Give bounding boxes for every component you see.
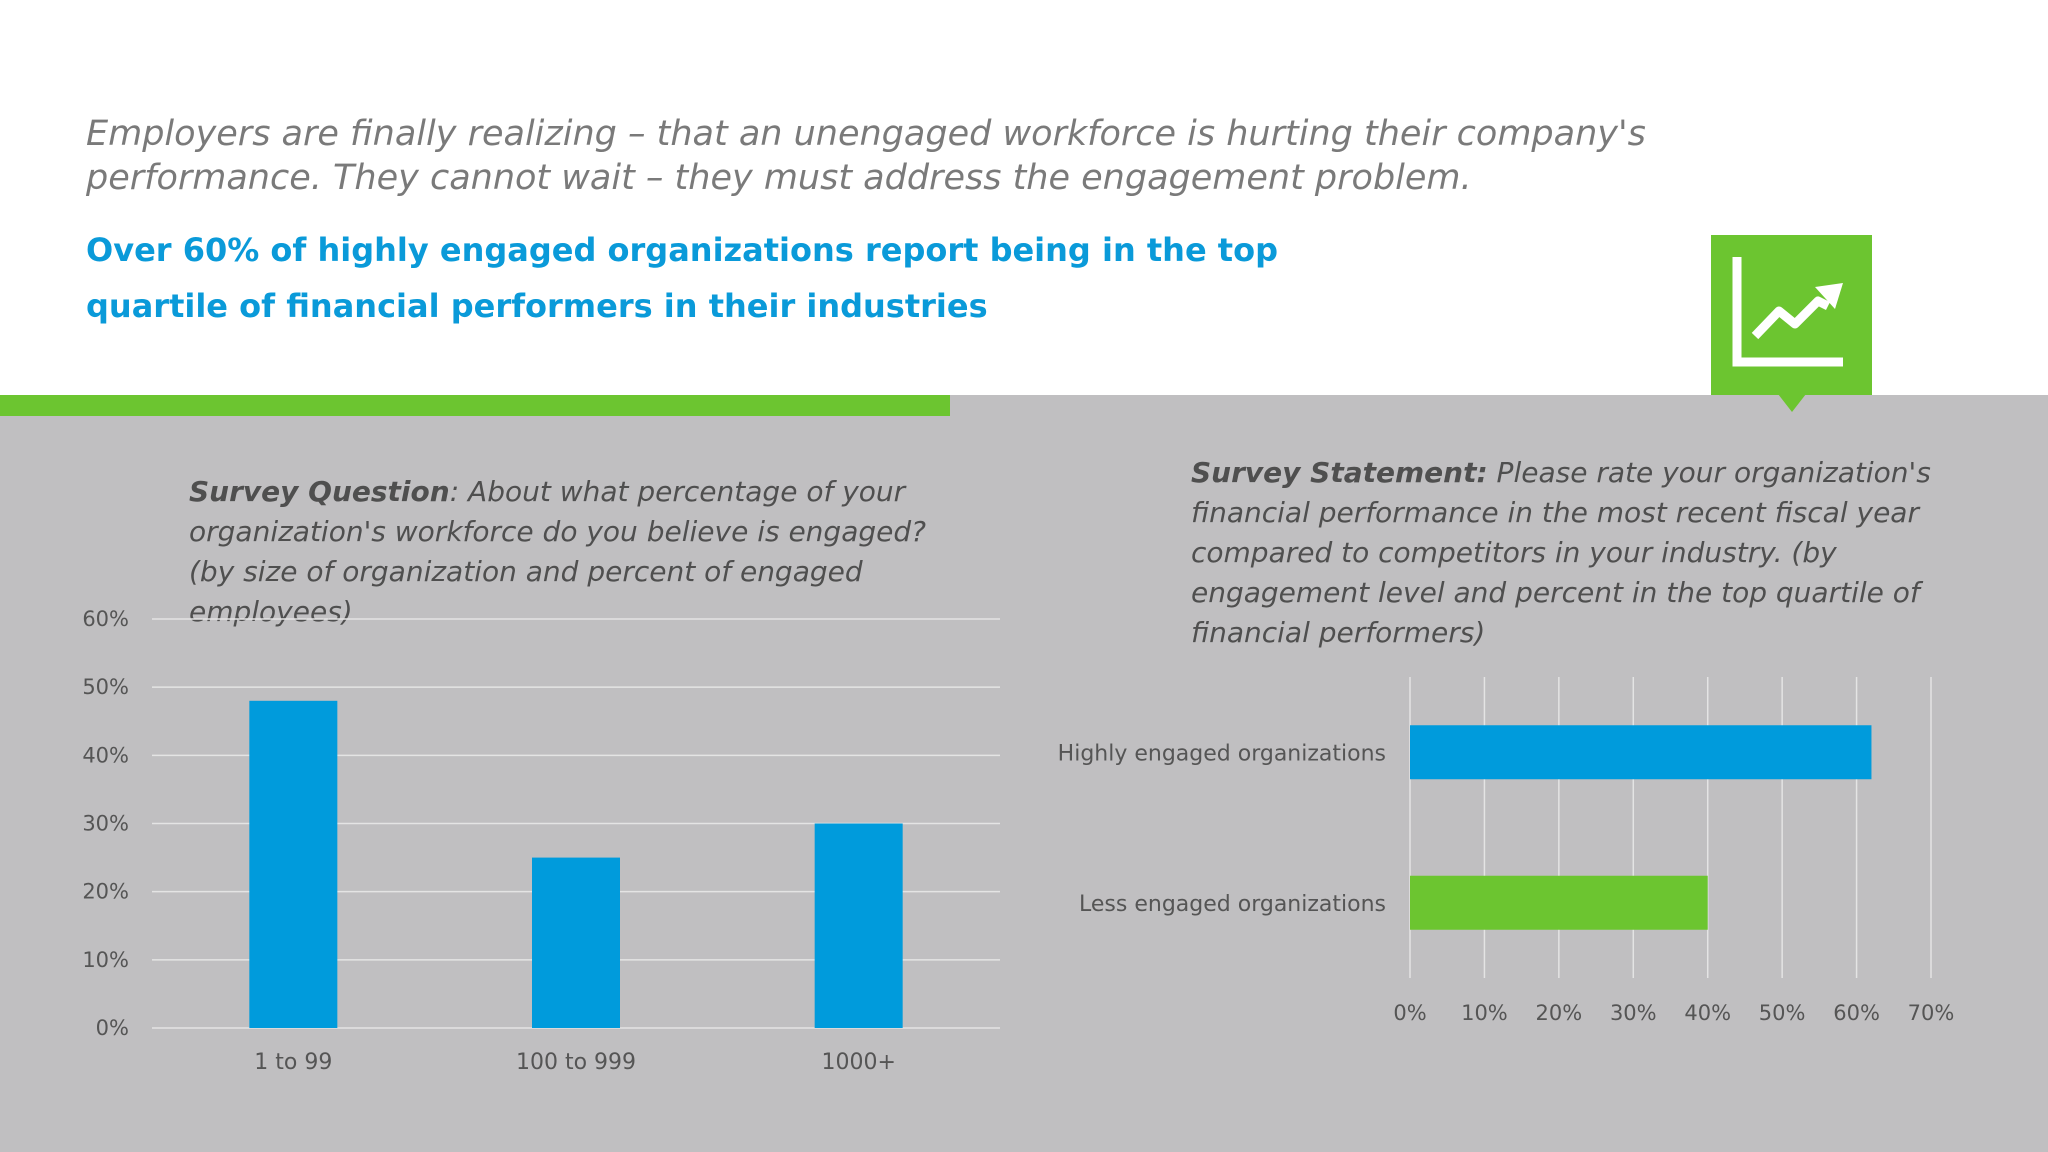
y-tick-label: 40% xyxy=(82,743,129,767)
bar xyxy=(249,700,338,1028)
x-tick-label: 50% xyxy=(1759,1001,1806,1025)
bar xyxy=(1410,875,1708,930)
y-tick-label: 20% xyxy=(82,880,129,904)
badge-pointer xyxy=(1778,394,1806,412)
x-tick-label: 40% xyxy=(1684,1001,1731,1025)
header-panel xyxy=(0,0,2048,395)
badge xyxy=(1711,235,1872,395)
y-tick-label: 50% xyxy=(82,675,129,699)
x-tick-label: 0% xyxy=(1393,1001,1426,1025)
x-tick-label: 30% xyxy=(1610,1001,1657,1025)
accent-bar xyxy=(0,395,950,416)
y-category-label: Less engaged organizations xyxy=(1079,892,1386,917)
y-tick-label: 0% xyxy=(96,1016,129,1040)
y-category-label: Highly engaged organizations xyxy=(1058,741,1386,766)
x-tick-label: 20% xyxy=(1536,1001,1583,1025)
x-tick-label: 60% xyxy=(1833,1001,1880,1025)
intro-text: Employers are finally realizing – that a… xyxy=(86,114,1646,198)
survey-question-lead: Survey Question xyxy=(189,475,450,508)
y-tick-label: 30% xyxy=(82,812,129,836)
bar xyxy=(1410,725,1872,780)
trending-up-chart-icon xyxy=(1732,257,1843,367)
survey-statement-lead: Survey Statement: xyxy=(1191,456,1488,489)
y-tick-label: 60% xyxy=(82,607,129,631)
x-tick-label: 10% xyxy=(1461,1001,1508,1025)
x-category-label: 1000+ xyxy=(821,1050,895,1075)
survey-question-text: : About what percentage of your organiza… xyxy=(189,475,926,628)
survey-statement: Survey Statement: Please rate your organ… xyxy=(1191,453,1971,653)
x-tick-label: 70% xyxy=(1908,1001,1955,1025)
bar xyxy=(814,823,903,1028)
survey-statement-text: Please rate your organization's financia… xyxy=(1191,456,1931,649)
x-category-label: 1 to 99 xyxy=(254,1050,332,1075)
survey-question: Survey Question: About what percentage o… xyxy=(189,472,949,632)
headline: Over 60% of highly engaged organizations… xyxy=(86,231,1278,325)
bar xyxy=(532,857,620,1028)
x-category-label: 100 to 999 xyxy=(516,1050,636,1075)
y-tick-label: 10% xyxy=(82,948,129,972)
